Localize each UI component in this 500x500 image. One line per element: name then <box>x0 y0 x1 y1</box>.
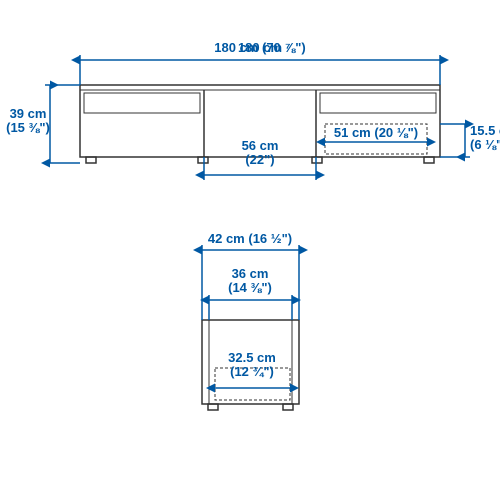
svg-text:36 cm(14 ⅜"): 36 cm(14 ⅜") <box>228 266 272 295</box>
svg-text:42 cm (16 ½"): 42 cm (16 ½") <box>208 231 292 246</box>
dimension-diagram: 180 cm 180 cm (70 ⅞") 39 cm(15 ⅜") 56 cm… <box>0 0 500 500</box>
svg-text:39 cm(15 ⅜"): 39 cm(15 ⅜") <box>6 106 50 135</box>
side-view: 42 cm (16 ½") 36 cm(14 ⅜") 32.5 cm(12 ¾"… <box>202 231 299 410</box>
svg-text:51 cm (20 ⅛"): 51 cm (20 ⅛") <box>334 125 418 140</box>
svg-text:32.5 cm(12 ¾"): 32.5 cm(12 ¾") <box>228 350 276 379</box>
svg-text:56 cm(22"): 56 cm(22") <box>242 138 279 167</box>
svg-text:15.5 cm(6 ⅛"): 15.5 cm(6 ⅛") <box>470 123 500 152</box>
front-view: 180 cm 180 cm (70 ⅞") 39 cm(15 ⅜") 56 cm… <box>6 40 500 180</box>
svg-text:180 cm (70 ⅞"): 180 cm (70 ⅞") <box>214 40 305 55</box>
